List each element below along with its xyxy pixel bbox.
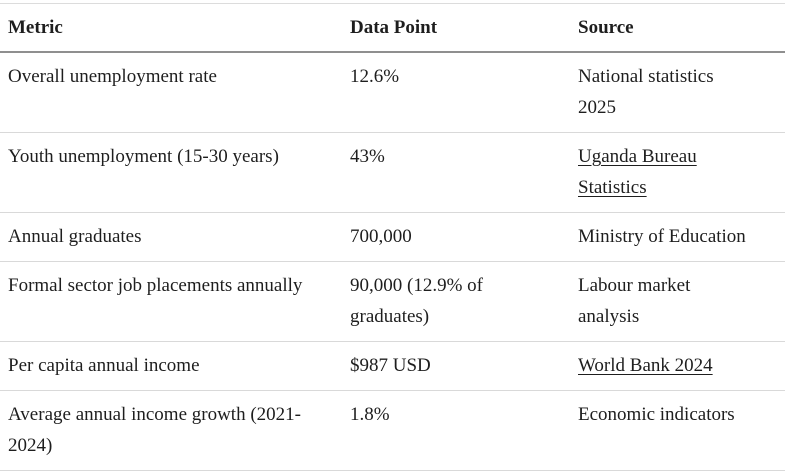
table-header: Metric Data Point Source <box>0 3 785 53</box>
data-point-cell: $987 USD <box>350 341 578 391</box>
data-point-cell: 1.8% <box>350 390 578 471</box>
col-header-source: Source <box>578 3 785 53</box>
source-cell: Labour market analysis <box>578 261 785 342</box>
table-body: Overall unemployment rate 12.6% National… <box>0 52 785 471</box>
data-point-cell: 12.6% <box>350 52 578 133</box>
metric-cell: Average annual income growth (2021- 2024… <box>0 390 350 471</box>
source-cell: Uganda Bureau Statistics <box>578 132 785 213</box>
metric-cell: Per capita annual income <box>0 341 350 391</box>
data-point-cell: 43% <box>350 132 578 213</box>
table-row: Overall unemployment rate 12.6% National… <box>0 52 785 133</box>
data-point-cell: 700,000 <box>350 212 578 262</box>
metric-cell: Annual graduates <box>0 212 350 262</box>
source-cell: Economic indicators <box>578 390 785 471</box>
metric-cell: Formal sector job placements annually <box>0 261 350 342</box>
table-row: Formal sector job placements annually 90… <box>0 261 785 342</box>
metric-cell: Overall unemployment rate <box>0 52 350 133</box>
statistics-table: Metric Data Point Source Overall unemplo… <box>0 3 785 471</box>
metric-cell: Youth unemployment (15-30 years) <box>0 132 350 213</box>
table-row: Average annual income growth (2021- 2024… <box>0 390 785 471</box>
source-link[interactable]: Uganda Bureau Statistics <box>578 146 697 198</box>
col-header-metric: Metric <box>0 3 350 53</box>
source-cell: World Bank 2024 <box>578 341 785 391</box>
data-point-cell: 90,000 (12.9% of graduates) <box>350 261 578 342</box>
col-header-data-point: Data Point <box>350 3 578 53</box>
table-row: Annual graduates 700,000 Ministry of Edu… <box>0 212 785 262</box>
header-row: Metric Data Point Source <box>0 3 785 53</box>
source-link[interactable]: World Bank 2024 <box>578 355 713 376</box>
source-cell: National statistics 2025 <box>578 52 785 133</box>
source-cell: Ministry of Education <box>578 212 785 262</box>
table-row: Per capita annual income $987 USD World … <box>0 341 785 391</box>
table-row: Youth unemployment (15-30 years) 43% Uga… <box>0 132 785 213</box>
